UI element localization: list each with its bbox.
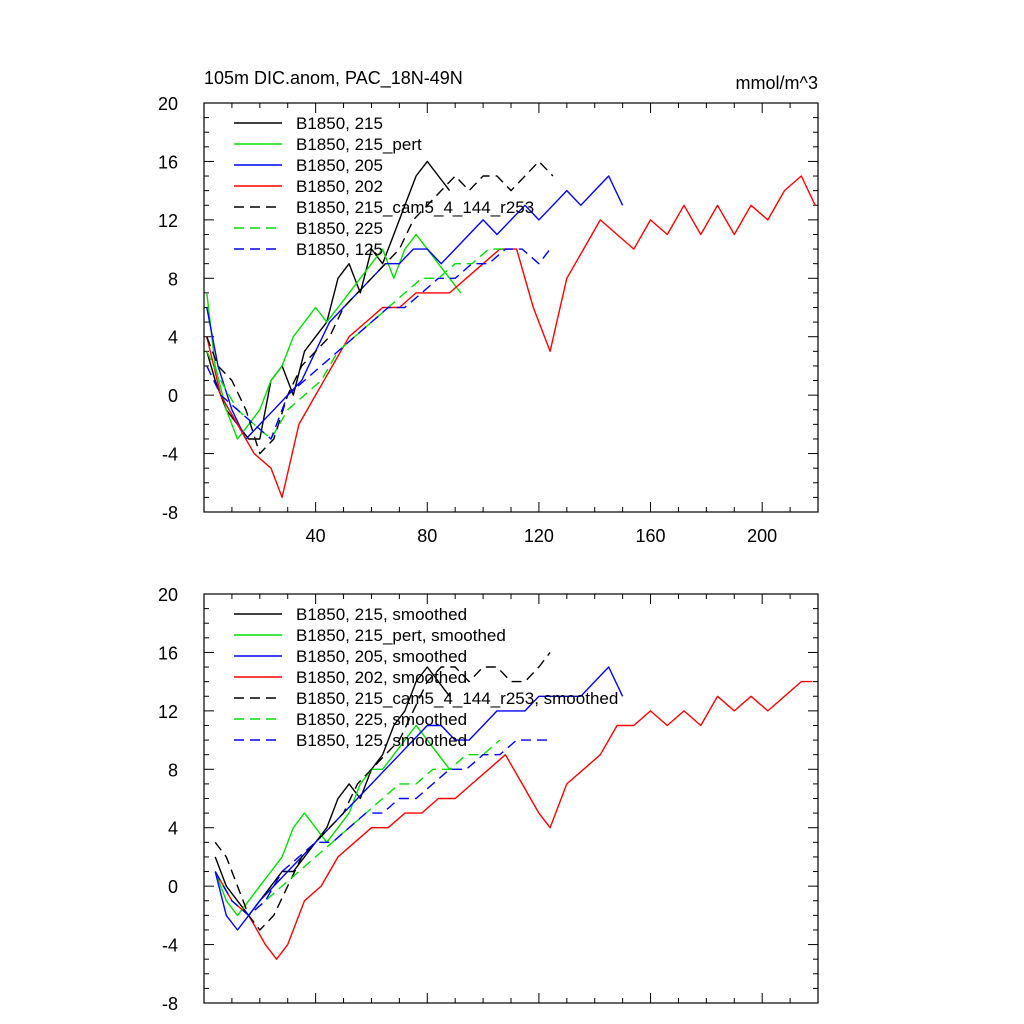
top-panel: 40 80 120 160 200 -8 -4 0 4 8 12 16 20 B1850, 215 B185… [158, 94, 819, 546]
x-tick-label: 40 [306, 526, 326, 546]
x-tick-label: 80 [417, 526, 437, 546]
y-tick-label: 20 [158, 585, 178, 605]
series-line [214, 666, 624, 931]
legend-label: B1850, 205, smoothed [296, 647, 467, 666]
series-line [214, 739, 501, 917]
x-tick-label: 200 [747, 526, 777, 546]
legend-label: B1850, 215_pert, smoothed [296, 626, 506, 645]
y-tick-label: 12 [158, 702, 178, 722]
legend-label: B1850, 125 [296, 240, 383, 259]
series-line [214, 724, 461, 917]
series-line [214, 680, 813, 960]
series-line [206, 248, 551, 440]
legend-label: B1850, 215_cam5_4_144_r253, smoothed [296, 689, 618, 708]
y-tick-label: 8 [168, 760, 178, 780]
y-tick-label: -8 [162, 994, 178, 1014]
legend-label: B1850, 225 [296, 219, 383, 238]
y-tick-label: 20 [158, 94, 178, 114]
x-tick-label: 120 [524, 526, 554, 546]
y-tick-label: 4 [168, 819, 178, 839]
x-tick-label: 160 [636, 526, 666, 546]
chart-title: 105m DIC.anom, PAC_18N-49N [204, 68, 463, 89]
y-tick-label: 16 [158, 643, 178, 663]
y-tick-label: -4 [162, 936, 178, 956]
series-line [206, 248, 506, 440]
legend-label: B1850, 202, smoothed [296, 668, 467, 687]
bottom-panel: -8 -4 0 4 8 12 16 20 B1850, 215, smoothed B1850, … [158, 585, 819, 1014]
series-line [206, 160, 554, 455]
legend-label: B1850, 215, smoothed [296, 605, 467, 624]
series-line [206, 175, 624, 440]
y-tick-label: 4 [168, 328, 178, 348]
legend-label: B1850, 125, smoothed [296, 731, 467, 750]
y-tick-label: 12 [158, 211, 178, 231]
y-tick-label: 0 [168, 877, 178, 897]
y-tick-label: -4 [162, 445, 178, 465]
chart-units: mmol/m^3 [736, 73, 818, 93]
series-line [214, 651, 551, 931]
legend-label: B1850, 215_cam5_4_144_r253 [296, 198, 534, 217]
legend-label: B1850, 202 [296, 177, 383, 196]
series-line [214, 739, 551, 917]
legend-label: B1850, 215_pert [296, 135, 422, 154]
series-line [206, 233, 462, 440]
y-tick-label: 0 [168, 386, 178, 406]
legend-label: B1850, 215 [296, 114, 383, 133]
y-tick-label: 16 [158, 152, 178, 172]
legend-label: B1850, 205 [296, 156, 383, 175]
legend-label: B1850, 225, smoothed [296, 710, 467, 729]
y-tick-label: 8 [168, 269, 178, 289]
y-tick-label: -8 [162, 503, 178, 523]
